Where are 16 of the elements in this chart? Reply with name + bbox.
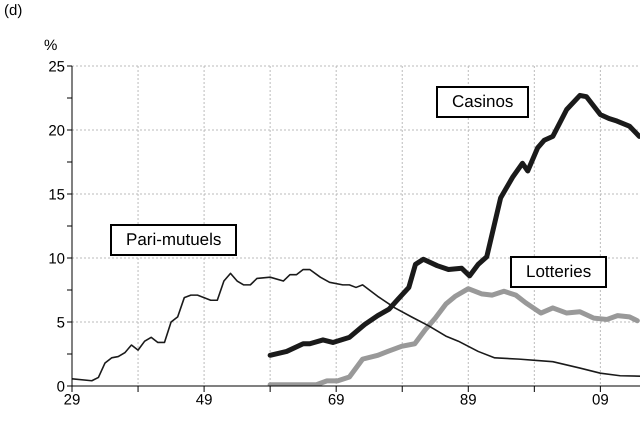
x-tick-label: 89 bbox=[460, 392, 477, 409]
series-label: Pari-mutuels bbox=[110, 224, 238, 256]
chart-title: (d) bbox=[4, 2, 22, 19]
text: Casinos bbox=[436, 86, 530, 118]
y-tick-label: 5 bbox=[56, 314, 65, 332]
x-tick-label: 09 bbox=[592, 392, 609, 409]
series-label: Lotteries bbox=[510, 256, 608, 288]
x-tick-label: 29 bbox=[64, 392, 80, 409]
y-tick-label: 0 bbox=[56, 378, 65, 396]
x-tick-label: 69 bbox=[328, 392, 345, 409]
y-tick-label: 15 bbox=[48, 186, 65, 204]
y-tick-label: 20 bbox=[48, 122, 65, 140]
y-tick-label: 25 bbox=[48, 58, 65, 76]
y-axis-title: % bbox=[44, 37, 58, 54]
y-tick-label: 10 bbox=[48, 250, 65, 268]
x-tick-label: 49 bbox=[196, 392, 212, 409]
